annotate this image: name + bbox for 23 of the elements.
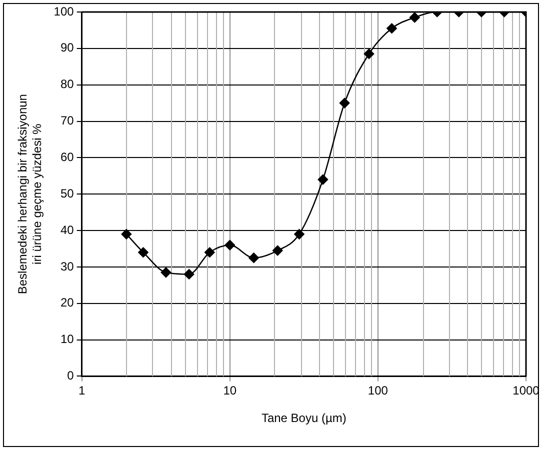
point	[138, 247, 148, 258]
y-tick-label: 80	[60, 77, 74, 92]
y-tick-label: 30	[60, 259, 74, 274]
x-tick-label: 10	[223, 384, 237, 398]
y-tick-label: 50	[60, 186, 74, 200]
point	[204, 247, 215, 258]
point	[160, 267, 172, 278]
y-tick-label: 90	[60, 40, 74, 55]
x-tick-label: 1	[78, 384, 86, 398]
y-tick-label: 0	[67, 368, 74, 383]
y-tick-label: 100	[54, 4, 74, 18]
y-tick-label: 10	[60, 332, 74, 346]
y-tick-label: 40	[60, 222, 74, 237]
x-tick-label: 100	[368, 384, 388, 398]
y-axis-title: Beslemedeki herhangi bir fraksiyonun iri ürüne geçme yüzdesi %	[16, 94, 44, 294]
x-tick-label: 1000	[512, 384, 540, 398]
point	[184, 269, 194, 280]
point	[318, 174, 328, 185]
point	[272, 245, 283, 256]
y-tick-label: 20	[60, 296, 74, 310]
x-axis-title: Tane Boyu (µm)	[261, 411, 346, 426]
y-tick-label: 70	[60, 114, 74, 128]
y-tick-label: 60	[60, 150, 74, 164]
